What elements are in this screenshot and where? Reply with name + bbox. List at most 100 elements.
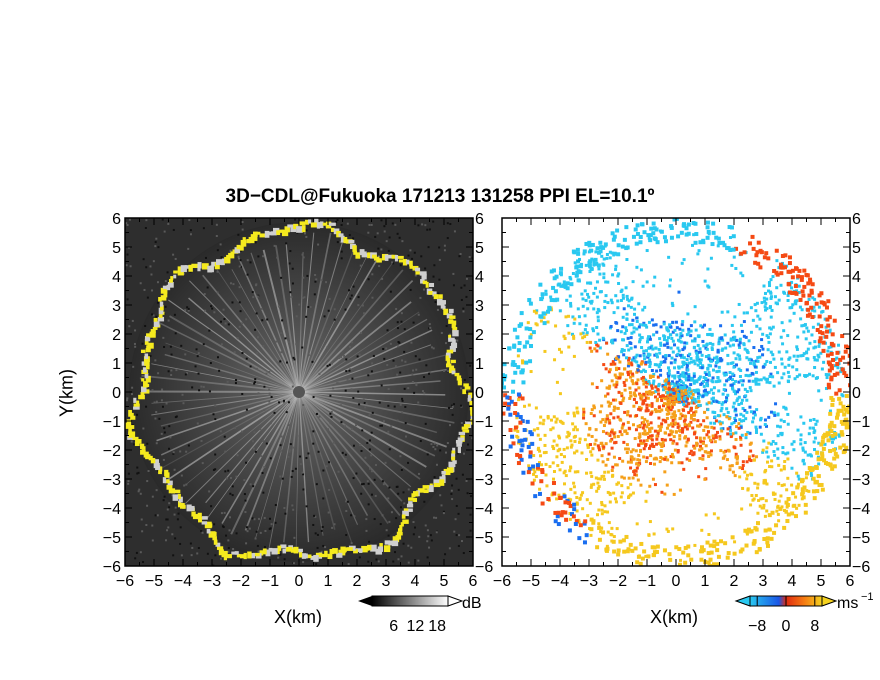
velocity-pixel [664,387,668,391]
reflectivity-speckle [227,323,230,326]
velocity-pixel [770,459,774,463]
velocity-edge-pixel [508,412,513,417]
velocity-edge-pixel [809,305,814,310]
velocity-pixel [813,358,817,362]
reflectivity-ray [298,301,412,393]
reflectivity-speckle [465,295,468,298]
velocity-edge-pixel [572,507,577,512]
velocity-pixel [688,352,692,356]
reflectivity-speckle [302,256,305,259]
velocity-pixel [516,429,520,433]
reflectivity-speckle [176,518,179,521]
velocity-pixel [743,408,747,412]
reflectivity-edge-pixel [144,353,149,359]
reflectivity-speckle [182,272,185,275]
reflectivity-edge-pixel [304,553,308,559]
velocity-pixel [756,486,760,490]
reflectivity-edge-pixel [449,365,455,369]
reflectivity-speckle [322,469,325,472]
velocity-pixel [625,328,629,332]
velocity-pixel [647,435,651,439]
velocity-pixel [740,433,744,437]
velocity-edge-pixel [519,311,524,316]
velocity-edge-pixel [751,246,756,251]
reflectivity-speckle [455,534,458,537]
velocity-pixel [678,434,682,438]
reflectivity-speckle [440,504,443,507]
reflectivity-ray [298,391,412,488]
velocity-pixel [707,454,711,458]
velocity-pixel [672,391,676,395]
velocity-pixel [532,478,536,482]
reflectivity-speckle [469,513,472,516]
velocity-pixel [607,370,611,374]
velocity-pixel [734,379,738,383]
velocity-pixel [646,390,650,394]
velocity-pixel [780,362,784,366]
reflectivity-speckle [252,296,255,299]
velocity-edge-pixel [518,415,523,420]
reflectivity-speckle [411,257,414,260]
velocity-pixel [751,420,755,424]
reflectivity-speckle [344,425,347,428]
velocity-edge-pixel [567,528,572,533]
reflectivity-speckle [405,515,408,518]
velocity-edge-pixel [712,544,717,549]
velocity-pixel [581,336,585,340]
reflectivity-speckle [407,488,410,491]
velocity-edge-pixel [516,392,521,397]
velocity-edge-pixel [755,250,760,255]
velocity-pixel [636,458,640,462]
velocity-pixel [767,340,771,344]
velocity-pixel [799,442,803,446]
velocity-pixel [671,304,675,308]
reflectivity-ray [298,391,389,525]
reflectivity-speckle [384,461,387,464]
velocity-edge-pixel [802,485,807,490]
velocity-pixel [618,457,622,461]
velocity-edge-pixel [681,223,686,228]
velocity-pixel [812,355,816,359]
velocity-pixel [754,309,758,313]
velocity-pixel [546,414,550,418]
velocity-edge-pixel [587,263,592,268]
reflectivity-speckle [320,279,323,282]
reflectivity-edge-pixel [138,394,145,400]
reflectivity-speckle [346,500,349,503]
velocity-pixel [805,489,809,493]
velocity-pixel [629,450,633,454]
velocity-pixel [585,457,589,461]
velocity-edge-pixel [654,549,659,554]
velocity-pixel [579,493,583,497]
velocity-pixel [776,424,780,428]
reflectivity-edge-pixel [310,222,318,228]
reflectivity-speckle [214,453,217,456]
reflectivity-speckle [155,410,158,413]
reflectivity-speckle [302,561,305,564]
velocity-pixel [637,463,641,467]
velocity-edge-pixel [830,358,835,363]
reflectivity-speckle [370,454,373,457]
velocity-edge-pixel [712,539,717,544]
reflectivity-speckle [183,484,186,487]
reflectivity-speckle [361,429,364,432]
reflectivity-speckle [298,303,301,306]
velocity-edge-pixel [817,339,822,344]
velocity-pixel [595,489,599,493]
reflectivity-speckle [248,527,251,530]
velocity-pixel [766,377,770,381]
reflectivity-edge-pixel [448,308,454,314]
velocity-pixel [532,428,536,432]
velocity-edge-pixel [726,551,731,556]
velocity-pixel [681,371,685,375]
velocity-edge-pixel [708,557,713,562]
reflectivity-speckle [345,534,348,537]
velocity-pixel [734,419,738,423]
reflectivity-speckle [245,542,248,545]
velocity-pixel [680,389,684,393]
velocity-pixel [667,386,671,390]
reflectivity-speckle [187,444,190,447]
velocity-pixel [690,243,694,247]
reflectivity-edge-pixel [216,546,224,550]
y-tick-label-right: 6 [852,211,861,228]
